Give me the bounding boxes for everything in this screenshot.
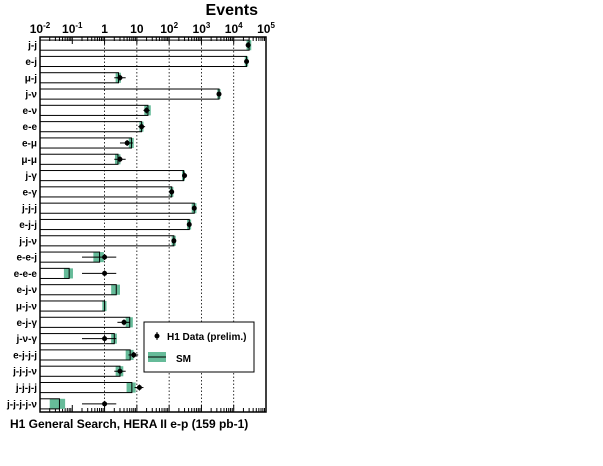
- sm-bar: [39, 72, 119, 84]
- category-label: j-j-j-j: [15, 383, 37, 394]
- category-label: e-e-j: [16, 253, 37, 264]
- data-point: [124, 140, 130, 146]
- category-label: μ-j-ν: [16, 302, 38, 313]
- category-label: j-j-j: [21, 204, 37, 215]
- category-label: e-ν: [23, 106, 38, 117]
- category-label: e-e: [23, 122, 38, 133]
- sm-bar: [39, 55, 248, 68]
- category-label: e-j-j-j: [13, 350, 37, 361]
- category-label: e-j: [25, 57, 37, 68]
- legend-data-marker: [154, 333, 160, 339]
- sm-bar: [39, 300, 106, 312]
- category-label: j-ν-γ: [15, 334, 37, 345]
- x-tick-label: 102: [160, 21, 178, 36]
- data-point: [171, 238, 177, 244]
- sm-bar: [39, 153, 119, 165]
- data-point: [121, 319, 127, 325]
- category-label: j-γ: [24, 171, 37, 182]
- sm-bar: [39, 316, 131, 328]
- sm-bar: [39, 398, 60, 410]
- category-label: μ-μ: [21, 155, 37, 166]
- sm-bar: [39, 121, 143, 133]
- data-point: [102, 401, 108, 407]
- data-point: [117, 75, 123, 81]
- data-point: [186, 222, 192, 227]
- x-tick-labels: 10-2 10-1 1 10 102 103 104 105: [30, 21, 276, 36]
- sm-bar: [39, 104, 149, 116]
- data-point: [216, 91, 222, 97]
- category-label: e-e-e: [14, 269, 38, 280]
- legend: H1 Data (prelim.) SM: [143, 321, 255, 373]
- x-tick-label: 10-2: [30, 21, 51, 36]
- category-label: e-μ: [22, 138, 37, 149]
- sm-bar: [39, 88, 220, 100]
- category-label: j-j-j-ν: [12, 367, 37, 378]
- category-label: j-j-ν: [18, 236, 37, 247]
- legend-label-data: H1 Data (prelim.): [167, 332, 246, 343]
- category-label: e-j-γ: [16, 318, 37, 329]
- category-label: e-j-ν: [16, 285, 37, 296]
- category-label: e-γ: [23, 187, 38, 198]
- data-point: [102, 270, 108, 276]
- data-point: [144, 107, 150, 113]
- data-point: [117, 368, 123, 374]
- sm-bar: [39, 137, 132, 149]
- legend-box: [143, 321, 255, 373]
- x-tick-label: 104: [225, 21, 243, 36]
- sm-bar: [39, 235, 175, 247]
- sm-bar: [39, 186, 173, 198]
- data-point: [245, 42, 251, 48]
- sm-bar: [39, 365, 121, 377]
- sm-bar: [39, 202, 195, 214]
- sm-bar: [39, 381, 133, 394]
- sm-bar: [39, 170, 185, 182]
- data-point: [169, 189, 175, 195]
- sm-band: [111, 284, 120, 295]
- sm-bar: [39, 349, 131, 361]
- h1-data-points: [82, 42, 251, 407]
- data-point: [117, 156, 123, 162]
- x-tick-label: 103: [193, 21, 211, 36]
- category-label: μ-j: [25, 73, 37, 84]
- axis-ticks: [39, 37, 266, 412]
- sm-band: [49, 398, 66, 409]
- data-point: [244, 58, 250, 64]
- category-label: j-ν: [24, 90, 37, 101]
- chart-title: Events: [206, 2, 259, 19]
- sm-bar: [39, 39, 250, 51]
- x-tick-label: 1: [101, 22, 108, 36]
- data-point: [131, 352, 137, 358]
- sm-band: [126, 382, 136, 393]
- category-label: e-j-j: [19, 220, 37, 231]
- data-point: [136, 385, 142, 391]
- data-point: [102, 336, 108, 342]
- sm-bar: [39, 218, 190, 231]
- sm-bar: [39, 284, 117, 296]
- category-label: j-j-j-j-ν: [6, 399, 37, 410]
- legend-label-sm: SM: [176, 354, 191, 365]
- category-labels: j-j e-j μ-j j-ν e-ν e-e e-μ μ-μ j-γ e-γ j-j-j e-j-j…: [6, 41, 37, 411]
- data-point: [191, 205, 197, 211]
- data-point: [182, 173, 188, 179]
- x-tick-label: 10-1: [62, 21, 83, 36]
- data-point: [139, 124, 145, 130]
- category-label: j-j: [27, 41, 37, 52]
- data-point: [102, 254, 108, 260]
- chart-caption: H1 General Search, HERA II e-p (159 pb-1…: [10, 417, 248, 431]
- sm-band: [63, 268, 73, 279]
- x-tick-label: 105: [257, 21, 275, 36]
- x-tick-label: 10: [130, 22, 144, 36]
- sm-bar: [39, 267, 70, 279]
